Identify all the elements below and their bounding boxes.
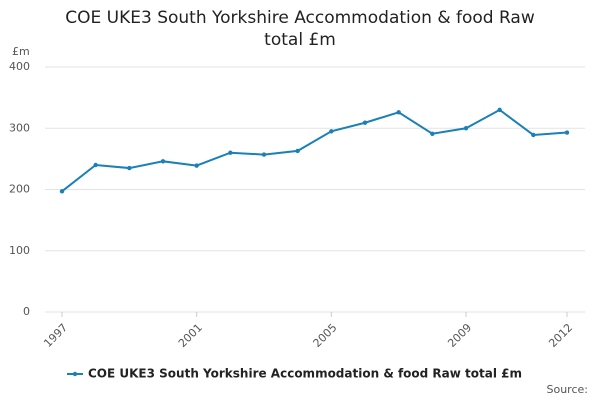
- point: [295, 148, 300, 154]
- y-axis-label: £m: [12, 45, 30, 58]
- point: [396, 110, 401, 115]
- y-tick-label: 200: [9, 183, 30, 196]
- point: [93, 162, 98, 168]
- source: Source:: [547, 383, 589, 396]
- point: [430, 131, 435, 136]
- point: [160, 159, 166, 164]
- point: [531, 132, 536, 138]
- x-tick-label: 2012: [546, 321, 575, 350]
- point: [228, 150, 233, 155]
- point: [261, 152, 267, 157]
- y-tick-label: 100: [9, 244, 30, 257]
- legend-label: COE UKE3 South Yorkshire Accommodation &…: [88, 367, 522, 381]
- point: [564, 130, 570, 135]
- point: [194, 163, 199, 168]
- y-tick-label: 400: [9, 60, 30, 73]
- legend-marker: [72, 371, 78, 377]
- point: [127, 165, 132, 171]
- x-tick-label: 2001: [176, 321, 205, 350]
- point: [497, 107, 502, 113]
- y-tick-label: 0: [23, 305, 30, 318]
- x-tick-label: 2009: [445, 321, 474, 350]
- point: [59, 189, 65, 194]
- x-tick-label: 2005: [311, 321, 340, 350]
- point: [463, 126, 469, 131]
- line: [61, 108, 568, 193]
- y-tick-label: 300: [9, 121, 30, 134]
- chart-title: COE UKE3 South Yorkshire Accommodation &…: [65, 8, 535, 50]
- x-tick-label: 1997: [41, 321, 70, 350]
- point: [329, 129, 334, 134]
- point: [362, 120, 368, 125]
